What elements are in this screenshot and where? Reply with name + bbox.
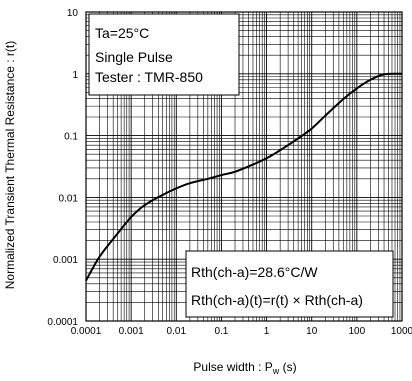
conditions-box: Ta=25°C Single Pulse Tester : TMR-850 (88, 13, 240, 96)
y-tick-label: 0.01 (59, 193, 79, 204)
x-axis-label-unit: (s) (279, 360, 296, 374)
condition-pulse: Single Pulse (95, 49, 173, 65)
x-axis-label-main: Pulse width : P (193, 360, 272, 374)
y-tick-label: 0.0001 (47, 317, 78, 328)
condition-tester: Tester : TMR-850 (95, 69, 203, 85)
x-tick-label: 100 (349, 326, 366, 337)
y-tick-label: 1 (72, 70, 78, 81)
thermal-resistance-curve (85, 72, 403, 282)
y-tick-label: 10 (67, 8, 79, 19)
formula-box: Rth(ch-a)=28.6°C/W Rth(ch-a)(t)=r(t) × R… (185, 250, 394, 318)
formula-rth-t: Rth(ch-a)(t)=r(t) × Rth(ch-a) (191, 292, 363, 308)
series (85, 72, 403, 282)
y-tick-label: 0.1 (64, 132, 78, 143)
plot-frame (85, 11, 403, 322)
x-tick-label: 1000 (391, 326, 412, 337)
x-tick-label: 0.001 (119, 326, 144, 337)
conditions-box-frame (88, 13, 240, 96)
x-axis-label-sub: w (272, 366, 280, 376)
y-tick-label: 0.001 (53, 255, 78, 266)
x-tick-label: 10 (306, 326, 318, 337)
x-tick-label: 0.0001 (71, 326, 102, 337)
x-tick-labels: 0.0001 0.001 0.01 0.1 1 10 100 1000 (71, 326, 412, 337)
x-tick-label: 0.1 (214, 326, 228, 337)
formula-box-frame (185, 250, 394, 318)
y-axis-label: Normalized Transient Thermal Resistance … (3, 41, 17, 290)
x-tick-label: 0.01 (167, 326, 187, 337)
formula-rth: Rth(ch-a)=28.6°C/W (191, 264, 318, 280)
condition-temperature: Ta=25°C (95, 25, 149, 41)
y-tick-labels: 0.0001 0.001 0.01 0.1 1 10 (47, 8, 78, 328)
x-tick-label: 1 (264, 326, 270, 337)
x-axis-label: Pulse width : Pw (s) (193, 360, 296, 376)
